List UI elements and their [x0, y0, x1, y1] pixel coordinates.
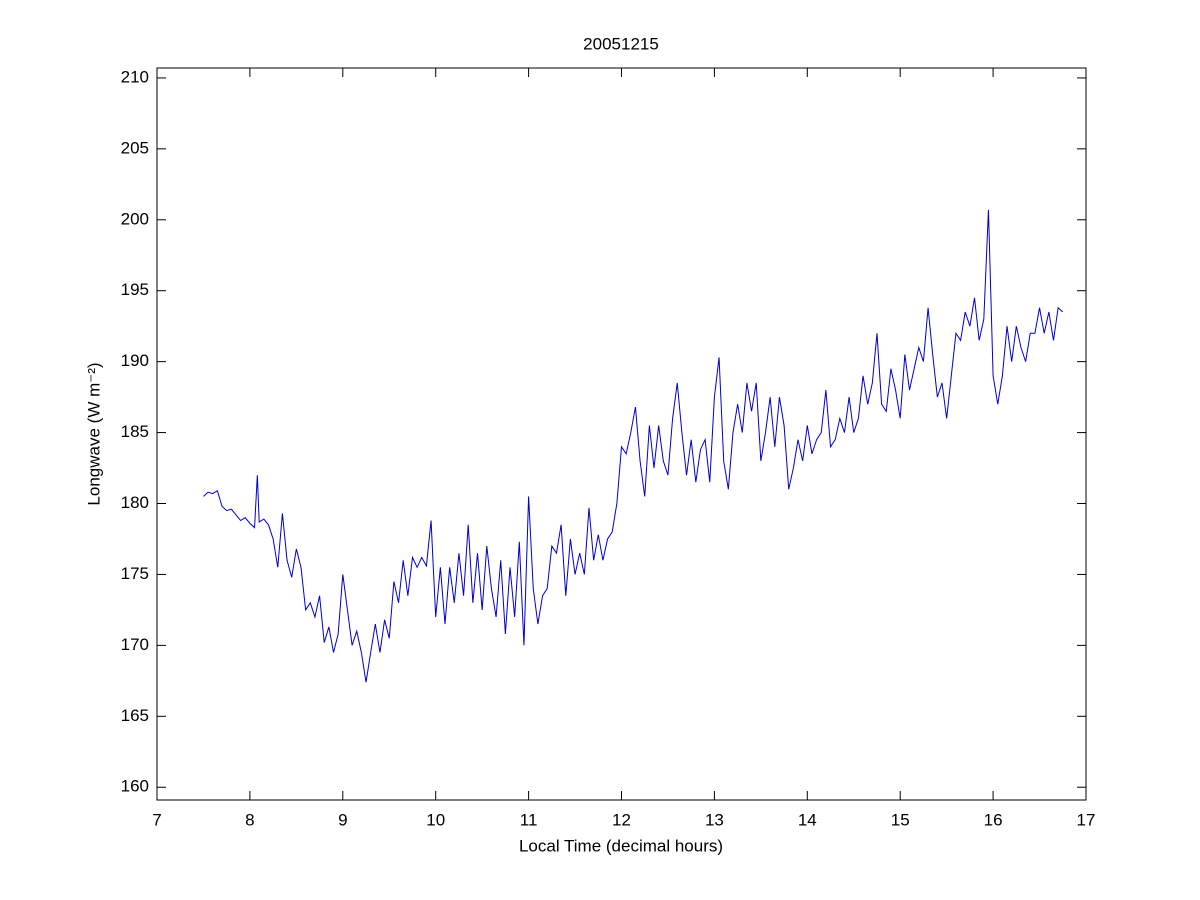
y-tick-label: 200 — [121, 209, 149, 228]
x-tick-label: 10 — [426, 810, 445, 829]
x-tick-label: 7 — [152, 810, 161, 829]
x-tick-label: 11 — [520, 810, 538, 829]
x-tick-label: 14 — [798, 810, 817, 829]
y-tick-label: 210 — [121, 67, 149, 86]
y-tick-label: 180 — [121, 493, 149, 512]
x-tick-label: 13 — [705, 810, 724, 829]
x-tick-label: 9 — [338, 810, 347, 829]
data-line — [203, 209, 1064, 683]
y-tick-label: 185 — [121, 422, 149, 441]
x-axis-label: Local Time (decimal hours) — [519, 836, 723, 855]
x-tick-label: 15 — [891, 810, 910, 829]
chart-title: 20051215 — [583, 34, 659, 53]
x-tick-label: 12 — [612, 810, 631, 829]
y-tick-label: 205 — [121, 138, 149, 157]
y-tick-label: 165 — [121, 706, 149, 725]
y-tick-label: 175 — [121, 564, 149, 583]
y-tick-label: 160 — [121, 777, 149, 796]
y-axis-label: Longwave (W m⁻²) — [84, 362, 103, 505]
x-tick-label: 16 — [984, 810, 1003, 829]
x-tick-label: 8 — [245, 810, 254, 829]
y-tick-label: 195 — [121, 280, 149, 299]
x-tick-label: 17 — [1077, 810, 1096, 829]
y-tick-label: 170 — [121, 635, 149, 654]
y-tick-label: 190 — [121, 351, 149, 370]
